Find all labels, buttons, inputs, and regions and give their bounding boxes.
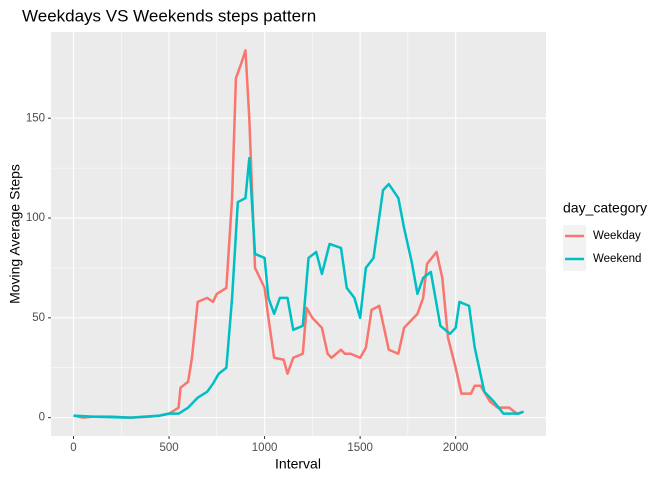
series-line [73,156,524,419]
y-tick-label: 150 [26,112,45,124]
x-tick-label: 0 [70,442,76,454]
chart-title: Weekdays VS Weekends steps pattern [22,6,316,25]
x-tick-label: 500 [159,442,178,454]
legend-label: Weekday [593,230,641,242]
plot-panel [51,32,546,436]
x-tick-label: 1500 [347,442,373,454]
x-tick-label: 2000 [443,442,469,454]
x-axis-label: Interval [275,456,321,472]
x-tick-label: 1000 [252,442,278,454]
legend-label: Weekend [593,253,641,265]
y-axis-label: Moving Average Steps [7,164,23,304]
series-line [73,49,524,419]
y-tick-label: 0 [39,412,45,424]
y-tick-label: 100 [26,212,45,224]
y-tick-label: 50 [32,312,45,324]
legend-title: day_category [563,200,647,216]
